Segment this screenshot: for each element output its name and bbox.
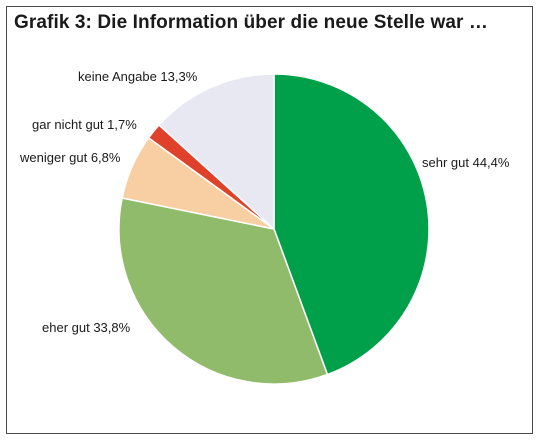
slice-label-weniger-gut: weniger gut 6,8%: [19, 150, 121, 165]
slice-label-gar-nicht-gut: gar nicht gut 1,7%: [32, 117, 137, 132]
slice-label-eher-gut: eher gut 33,8%: [42, 320, 131, 335]
pie-slices: [118, 73, 430, 385]
pie-slice-eher-gut: [118, 197, 329, 385]
slice-label-keine-angabe: keine Angabe 13,3%: [78, 69, 198, 84]
slice-label-sehr-gut: sehr gut 44,4%: [422, 155, 510, 170]
pie-slice-keine-angabe: [157, 73, 275, 231]
pie-slice-sehr-gut: [273, 73, 430, 376]
pie-labels: sehr gut 44,4% eher gut 33,8% weniger gut …: [19, 69, 510, 335]
chart-title: Grafik 3: Die Information über die neue …: [14, 12, 488, 33]
